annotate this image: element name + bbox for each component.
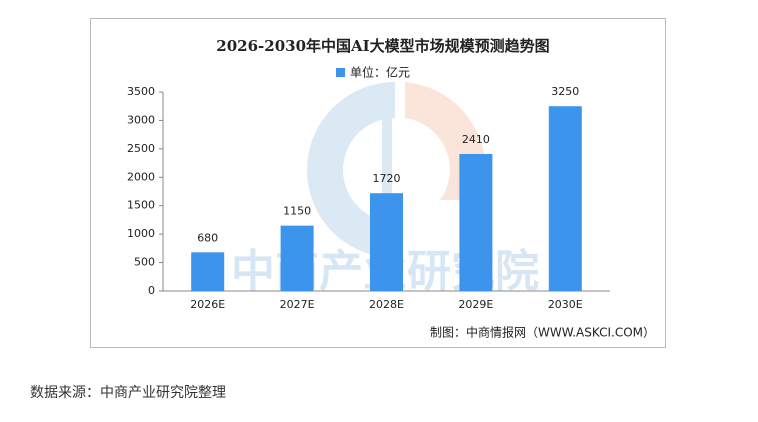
data-label: 1720 [373, 172, 401, 185]
x-tick-label: 2029E [458, 298, 493, 311]
data-label: 1150 [283, 205, 311, 218]
y-tick-label: 2000 [127, 170, 155, 183]
y-tick-label: 1000 [127, 227, 155, 240]
x-tick-label: 2030E [548, 298, 583, 311]
source: 数据来源：中商产业研究院整理 [30, 385, 226, 401]
bar [459, 153, 493, 291]
y-tick-label: 500 [134, 256, 155, 269]
data-label: 3250 [551, 85, 579, 98]
y-tick-label: 1500 [127, 199, 155, 212]
chart-title: 2026-2030年中国AI大模型市场规模预测趋势图 [216, 37, 549, 55]
x-tick-label: 2028E [369, 298, 404, 311]
y-tick-label: 3000 [127, 113, 155, 126]
y-tick-label: 3500 [127, 85, 155, 98]
logo-bar [382, 100, 392, 250]
data-label: 2410 [462, 133, 490, 146]
y-tick-label: 0 [148, 284, 155, 297]
x-tick-label: 2026E [190, 298, 225, 311]
bar [370, 193, 403, 291]
bar [280, 225, 314, 291]
bar [191, 252, 225, 291]
bar [548, 106, 582, 291]
y-tick-label: 2500 [127, 142, 155, 155]
logo-arc [307, 82, 395, 258]
legend-swatch [336, 68, 345, 77]
legend-label: 单位：亿元 [350, 65, 410, 80]
data-label: 680 [197, 231, 218, 244]
credit: 制图：中商情报网（WWW.ASKCI.COM） [430, 325, 655, 340]
x-tick-label: 2027E [280, 298, 315, 311]
